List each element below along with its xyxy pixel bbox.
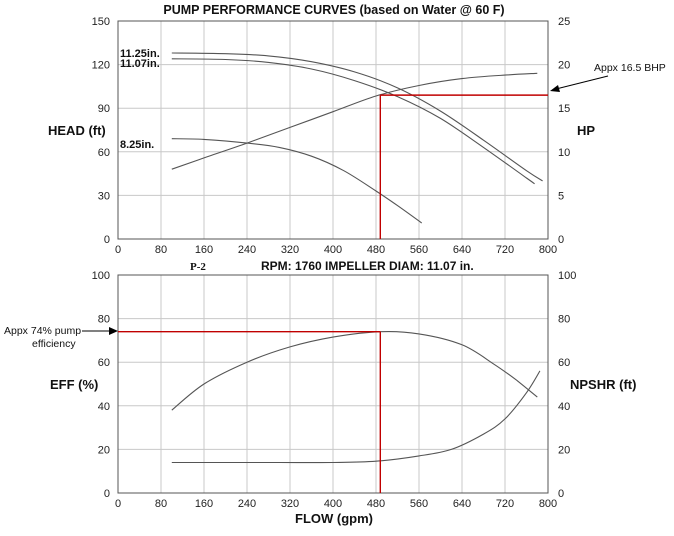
efficiency-annotation-line1: Appx 74% pump (4, 325, 81, 337)
efficiency-annotation-line2: efficiency (32, 338, 76, 350)
eff-npshr-x-tick-label: 0 (115, 498, 121, 510)
eff-npshr-series-line-0 (171, 330, 538, 411)
head-hp-series-line-3 (171, 72, 538, 170)
eff-npshr-ticks: 0 80 160 240 320 400 480 560 640 720 8000204060801… (92, 270, 577, 510)
operating-point-guides (118, 94, 548, 493)
bhp-annotation: Appx 16.5 BHP (594, 62, 666, 74)
eff-npshr-y-tick-label: 0 (104, 488, 110, 500)
head-hp-y-tick-label: 0 (104, 234, 110, 246)
head-hp-y2-tick-label: 15 (558, 103, 570, 115)
npshr-axis-title: NPSHR (ft) (570, 377, 636, 392)
head-hp-x-tick-label: 0 (115, 244, 121, 256)
eff-npshr-y2-tick-label: 100 (558, 270, 576, 282)
head-hp-x-tick-label: 480 (367, 244, 385, 256)
head-hp-ticks: 0 80 160 240 320 400 480 560 640 720 8000306090120… (92, 16, 571, 256)
head-hp-x-tick-label: 160 (195, 244, 213, 256)
chart-title: PUMP PERFORMANCE CURVES (based on Water … (163, 3, 504, 17)
eff-npshr-x-tick-label: 640 (453, 498, 471, 510)
eff-npshr-y-tick-label: 20 (98, 444, 110, 456)
eff-npshr-x-tick-label: 480 (367, 498, 385, 510)
bhp-annotation-arrow-line (555, 75, 609, 90)
head-hp-y2-tick-label: 5 (558, 190, 564, 202)
head-hp-x-tick-label: 560 (410, 244, 428, 256)
head-hp-y2-tick-label: 25 (558, 16, 570, 28)
head-hp-y-tick-label: 120 (92, 60, 110, 72)
head-hp-series-line-2 (171, 138, 423, 224)
head-hp-y-tick-label: 30 (98, 190, 110, 202)
head-hp-x-tick-label: 80 (155, 244, 167, 256)
eff-npshr-series-line-1 (171, 370, 541, 464)
curve-label-11-25in: 11.25in. (120, 48, 160, 60)
head-hp-curves (171, 52, 543, 224)
head-hp-y-tick-label: 60 (98, 147, 110, 159)
eff-npshr-y2-tick-label: 20 (558, 444, 570, 456)
head-hp-grid (117, 20, 549, 240)
eff-npshr-curves (171, 330, 541, 464)
eff-npshr-x-tick-label: 560 (410, 498, 428, 510)
head-hp-x-tick-label: 240 (238, 244, 256, 256)
eff-npshr-chart: P-2 RPM: 1760 IMPELLER DIAM: 11.07 in. 0… (4, 259, 636, 526)
head-hp-x-tick-label: 640 (453, 244, 471, 256)
eff-npshr-y-tick-label: 100 (92, 270, 110, 282)
eff-npshr-x-tick-label: 800 (539, 498, 557, 510)
eff-npshr-x-tick-label: 400 (324, 498, 342, 510)
eff-npshr-y-tick-label: 40 (98, 401, 110, 413)
bhp-annotation-arrowhead-icon (550, 85, 560, 92)
eff-npshr-y-tick-label: 80 (98, 314, 110, 326)
curve-label-8-25in: 8.25in. (120, 139, 154, 151)
eff-npshr-y2-tick-label: 0 (558, 488, 564, 500)
head-hp-y-tick-label: 150 (92, 16, 110, 28)
eff-npshr-y-tick-label: 60 (98, 357, 110, 369)
pump-model-label: P-2 (190, 261, 206, 273)
eff-npshr-grid (117, 274, 549, 494)
head-hp-y2-tick-label: 0 (558, 234, 564, 246)
eff-npshr-x-tick-label: 240 (238, 498, 256, 510)
eff-npshr-y2-tick-label: 40 (558, 401, 570, 413)
head-axis-title: HEAD (ft) (48, 123, 106, 138)
head-hp-x-tick-label: 800 (539, 244, 557, 256)
head-hp-y2-tick-label: 10 (558, 147, 570, 159)
flow-axis-title: FLOW (gpm) (295, 511, 373, 526)
curve-label-11-07in: 11.07in. (120, 58, 160, 70)
eff-npshr-x-tick-label: 720 (496, 498, 514, 510)
head-hp-x-tick-label: 720 (496, 244, 514, 256)
head-hp-series-line-1 (171, 58, 535, 185)
head-hp-x-tick-label: 320 (281, 244, 299, 256)
head-hp-y2-tick-label: 20 (558, 60, 570, 72)
chart-subtitle: RPM: 1760 IMPELLER DIAM: 11.07 in. (261, 259, 474, 273)
efficiency-annotation-arrowhead-icon (109, 327, 118, 335)
eff-npshr-x-tick-label: 80 (155, 498, 167, 510)
head-hp-series-line-0 (171, 52, 543, 182)
head-hp-x-tick-label: 400 (324, 244, 342, 256)
hp-axis-title: HP (577, 123, 595, 138)
eff-npshr-x-tick-label: 320 (281, 498, 299, 510)
eff-npshr-x-tick-label: 160 (195, 498, 213, 510)
eff-npshr-y2-tick-label: 60 (558, 357, 570, 369)
eff-npshr-plot-frame (117, 274, 549, 494)
head-hp-y-tick-label: 90 (98, 103, 110, 115)
eff-axis-title: EFF (%) (50, 377, 98, 392)
eff-npshr-y2-tick-label: 80 (558, 314, 570, 326)
head-hp-chart: 0 80 160 240 320 400 480 560 640 720 8000306090120… (48, 16, 666, 256)
head-hp-plot-frame (117, 20, 549, 240)
